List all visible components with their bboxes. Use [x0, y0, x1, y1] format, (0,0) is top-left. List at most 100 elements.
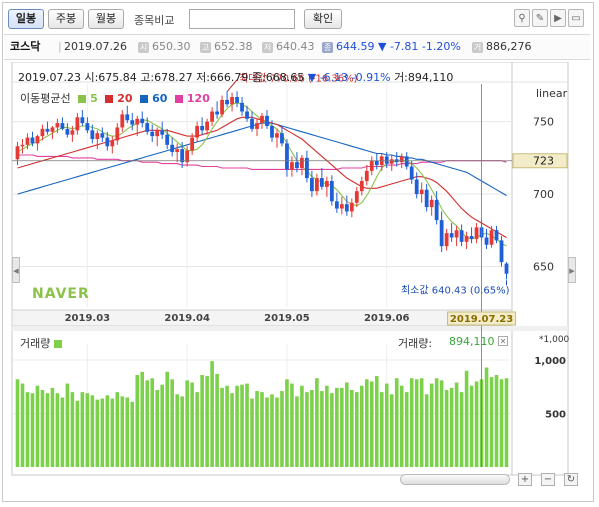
- candle-body: [334, 201, 339, 209]
- volume-bar: [175, 394, 179, 467]
- volume-bar: [305, 392, 309, 467]
- volume-bar: [454, 382, 459, 467]
- volume-bar: [265, 397, 269, 467]
- open-value: 시 650.30: [138, 40, 191, 53]
- ma5-legend[interactable]: 5: [78, 92, 98, 105]
- volume-bar: [25, 392, 30, 467]
- pen-icon[interactable]: ✎: [532, 9, 548, 27]
- index-date: 2019.07.26: [64, 40, 127, 53]
- candle-body: [409, 166, 414, 180]
- volume-bar: [499, 379, 504, 467]
- candle-body: [300, 157, 304, 168]
- candle-body: [454, 230, 459, 238]
- eraser-icon[interactable]: ▭: [568, 9, 584, 27]
- reset-icon[interactable]: ↻: [564, 473, 578, 486]
- volume-bar: [165, 371, 169, 467]
- pin-icon[interactable]: ⚲: [514, 9, 530, 27]
- volume-bar: [409, 378, 414, 467]
- ma20-legend[interactable]: 20: [105, 92, 133, 105]
- volume-bar: [215, 373, 219, 467]
- candle-body: [175, 149, 180, 153]
- candle-body: [155, 130, 160, 137]
- chart-area[interactable]: 6507007502019.032019.042019.052019.06201…: [8, 62, 580, 490]
- compare-label: 종목비교: [134, 14, 175, 27]
- candle-body: [70, 130, 75, 135]
- candle-body: [65, 128, 70, 135]
- volume-bar: [210, 361, 214, 467]
- ma120-legend[interactable]: 120: [174, 92, 210, 105]
- compare-input[interactable]: [189, 9, 295, 29]
- close-value: 종 644.59 ▼ -7.81 -1.20%: [322, 40, 461, 53]
- volume-bar: [459, 392, 464, 467]
- candle-body: [75, 117, 80, 131]
- candle-body: [424, 189, 429, 208]
- candle-body: [160, 130, 165, 135]
- zoom-in-icon[interactable]: +: [518, 473, 532, 486]
- date-tick-label: 2019.04: [164, 313, 210, 324]
- month-candle-button[interactable]: 월봉: [88, 9, 124, 29]
- scroll-right-arrow-icon[interactable]: ▶: [568, 257, 576, 283]
- scale-toggle[interactable]: linear: [536, 87, 568, 100]
- ma60-legend[interactable]: 60: [140, 92, 167, 105]
- volume-bar: [195, 392, 199, 467]
- volume-bar: [449, 387, 454, 467]
- volume-bar: [90, 395, 95, 467]
- chart-svg[interactable]: 6507007502019.032019.042019.052019.06201…: [8, 62, 580, 490]
- scroll-left-arrow-icon[interactable]: ◀: [12, 257, 20, 283]
- candle-body: [469, 236, 474, 239]
- candle-body: [255, 123, 259, 129]
- week-candle-button[interactable]: 주봉: [48, 9, 84, 29]
- candle-body: [190, 137, 195, 151]
- candle-body: [474, 227, 479, 239]
- candle-body: [444, 233, 449, 247]
- candle-body: [489, 230, 494, 245]
- volume-bar: [170, 379, 174, 467]
- volume-bar: [355, 392, 359, 467]
- volume-bar: [120, 396, 125, 467]
- volume-bar: [125, 397, 130, 467]
- candle-body: [200, 125, 205, 131]
- close-icon[interactable]: ✕: [498, 336, 508, 346]
- candle-body: [305, 157, 309, 179]
- candle-body: [80, 117, 85, 124]
- volume-bar: [20, 383, 25, 467]
- volume-tick-label: 1,000: [534, 356, 566, 367]
- candle-body: [185, 150, 190, 163]
- volume-bar: [45, 393, 50, 467]
- zoom-out-icon[interactable]: −: [541, 473, 555, 486]
- volume-bar: [205, 376, 209, 467]
- candle-body: [434, 199, 439, 221]
- volume-bar: [285, 379, 289, 467]
- candle-body: [250, 118, 254, 129]
- volume-bar: [40, 389, 45, 467]
- volume-bar: [404, 392, 409, 467]
- volume-bar: [65, 383, 70, 467]
- volume-value: 894,110: [449, 335, 495, 348]
- candle-body: [399, 156, 404, 163]
- candle-body: [439, 220, 444, 247]
- day-candle-button[interactable]: 일봉: [8, 9, 44, 29]
- volume-bar: [429, 383, 434, 467]
- candle-body: [210, 111, 214, 122]
- price-tick-label: 750: [533, 116, 554, 129]
- crosshair-date-label: 2019.07.23: [450, 314, 513, 325]
- confirm-button[interactable]: 확인: [304, 9, 342, 29]
- candle-body: [220, 99, 224, 115]
- volume-bar: [160, 384, 164, 467]
- horizontal-scrollbar[interactable]: [400, 474, 510, 485]
- volume-bar: [399, 385, 404, 467]
- price-tick-label: 700: [533, 188, 554, 201]
- candle-body: [245, 111, 249, 119]
- volume-bar: [419, 378, 424, 467]
- cursor-icon[interactable]: ▶: [550, 9, 566, 27]
- volume-bar: [340, 387, 344, 467]
- candle-body: [359, 181, 364, 192]
- candle-body: [374, 160, 379, 166]
- candle-body: [105, 137, 110, 147]
- date-tick-label: 2019.03: [65, 313, 111, 324]
- candle-body: [15, 146, 20, 160]
- volume-bar: [335, 387, 339, 467]
- candle-body: [225, 99, 229, 105]
- open-icon: 시: [138, 41, 149, 53]
- volume-bar: [60, 397, 65, 467]
